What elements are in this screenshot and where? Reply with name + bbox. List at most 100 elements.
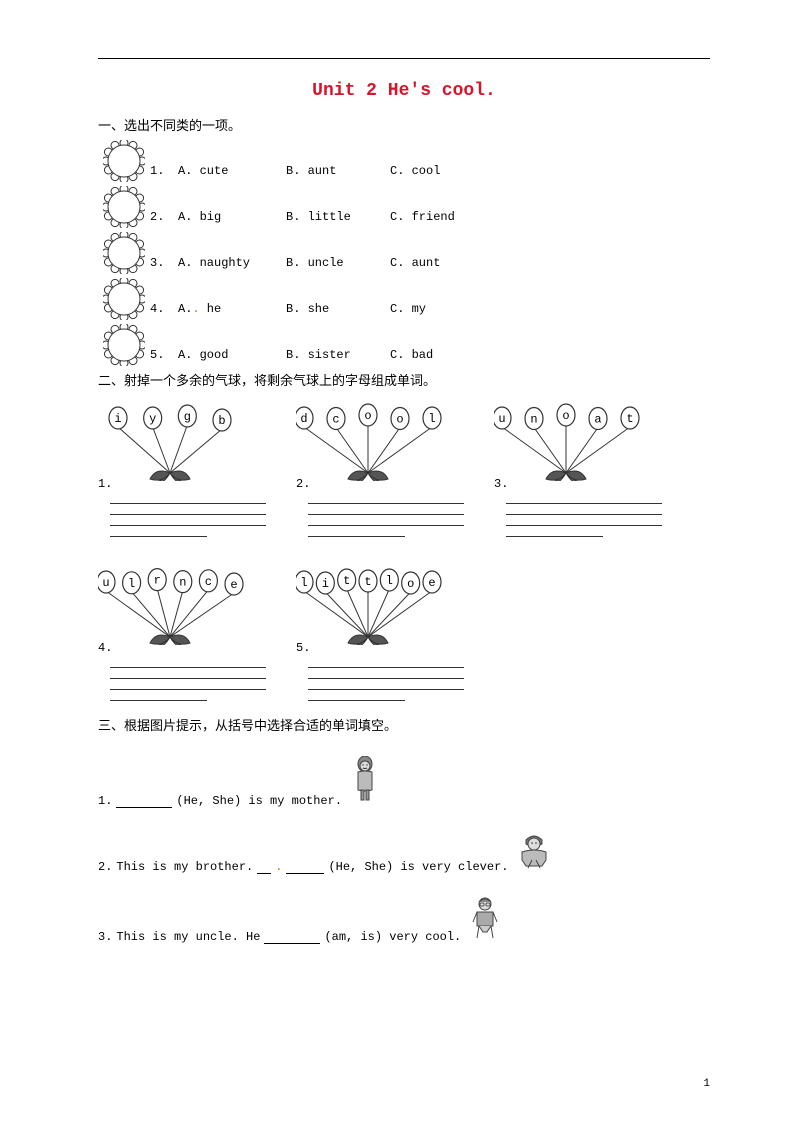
option-b: B. uncle (286, 256, 390, 270)
write-lines[interactable] (296, 493, 464, 537)
q-num: 2. (150, 210, 178, 224)
q-text: (He, She) is my mother. (176, 794, 342, 808)
svg-text:t: t (364, 575, 371, 589)
scallop-icon (103, 278, 145, 320)
svg-text:u: u (498, 412, 505, 426)
option-c: C. cool (390, 164, 490, 178)
option-a: A. good (178, 348, 286, 362)
options: 5. A. good B. sister C. bad (150, 348, 490, 366)
page-number: 1 (703, 1078, 710, 1090)
write-lines[interactable] (296, 657, 464, 701)
q-num: 3. (150, 256, 178, 270)
balloon-block: l i t t l o e 5. (296, 559, 464, 701)
mother-icon (350, 756, 380, 808)
svg-text:l: l (300, 576, 307, 590)
part1-row: 5. A. good B. sister C. bad (98, 324, 710, 366)
part1-list: 1. A. cute B. aunt C. cool 2. A. big B. … (98, 140, 710, 366)
balloon-fan-icon: u l r n c e (98, 561, 258, 645)
options: 4. A.. he B. she C. my (150, 302, 490, 320)
svg-text:t: t (626, 412, 633, 426)
person-svg (350, 756, 380, 804)
svg-text:b: b (218, 414, 225, 428)
svg-text:d: d (300, 412, 307, 426)
svg-text:t: t (343, 574, 350, 588)
part3-q1: 1. (He, She) is my mother. (98, 756, 710, 808)
options: 3. A. naughty B. uncle C. aunt (150, 256, 490, 274)
svg-text:l: l (428, 412, 435, 426)
option-c: C. bad (390, 348, 490, 362)
blank-short[interactable] (286, 861, 324, 874)
svg-text:a: a (594, 413, 601, 427)
worksheet-page: Unit 2 He's cool. 一、选出不同类的一项。 1. A. cute… (0, 0, 800, 1132)
q-num: 2. (98, 860, 112, 874)
svg-text:i: i (322, 577, 329, 591)
option-b: B. little (286, 210, 390, 224)
option-b: B. sister (286, 348, 390, 362)
q-num: 1. (98, 794, 112, 808)
q-text: (He, She) is very clever. (328, 860, 508, 874)
scallop-icon (103, 186, 145, 228)
scallop-wrap (98, 232, 150, 274)
svg-text:o: o (364, 409, 371, 423)
part2-list: i y g b 1. d c o o l (98, 395, 710, 701)
balloon-fan-icon: u n o a t (494, 397, 654, 481)
svg-text:n: n (530, 413, 537, 427)
balloon-svg-wrap: i y g b (98, 395, 266, 481)
svg-text:o: o (562, 409, 569, 423)
svg-text:r: r (154, 574, 161, 588)
svg-text:c: c (332, 413, 339, 427)
svg-text:n: n (179, 576, 186, 590)
write-lines[interactable] (98, 657, 266, 701)
options: 1. A. cute B. aunt C. cool (150, 164, 490, 182)
balloon-svg-wrap: u n o a t (494, 395, 662, 481)
part2-row: i y g b 1. d c o o l (98, 395, 710, 537)
orange-dot: . (275, 860, 282, 874)
svg-text:l: l (128, 577, 135, 591)
balloon-fan-icon: d c o o l (296, 397, 456, 481)
brother-icon (516, 830, 552, 874)
q-num: 1. (150, 164, 178, 178)
blank-short[interactable] (257, 861, 271, 874)
option-c: C. my (390, 302, 490, 316)
person-svg (516, 830, 552, 870)
write-lines[interactable] (494, 493, 662, 537)
uncle-icon (469, 896, 501, 944)
svg-text:i: i (114, 412, 121, 426)
part3-q3: 3. This is my uncle. He (am, is) very co… (98, 896, 710, 944)
svg-text:o: o (407, 577, 414, 591)
blank[interactable] (116, 795, 172, 808)
page-title: Unit 2 He's cool. (98, 81, 710, 101)
balloon-block: d c o o l 2. (296, 395, 464, 537)
balloon-block: u l r n c e 4. (98, 559, 266, 701)
write-lines[interactable] (98, 493, 266, 537)
part1-row: 4. A.. he B. she C. my (98, 278, 710, 320)
scallop-wrap (98, 140, 150, 182)
q-num: 3. (98, 930, 112, 944)
person-svg (469, 896, 501, 940)
svg-text:o: o (396, 413, 403, 427)
option-a: A. naughty (178, 256, 286, 270)
balloon-svg-wrap: d c o o l (296, 395, 464, 481)
top-rule (98, 58, 710, 59)
part3-q2: 2. This is my brother. . (He, She) is ve… (98, 830, 710, 874)
scallop-icon (103, 324, 145, 366)
part2-heading: 二、射掉一个多余的气球，将剩余气球上的字母组成单词。 (98, 370, 710, 389)
balloon-block: i y g b 1. (98, 395, 266, 537)
balloon-svg-wrap: u l r n c e (98, 559, 266, 645)
option-c: C. aunt (390, 256, 490, 270)
svg-text:e: e (230, 578, 237, 592)
blank[interactable] (264, 931, 320, 944)
scallop-wrap (98, 186, 150, 228)
q-num: 4. (150, 302, 178, 316)
scallop-icon (103, 232, 145, 274)
part2-row: u l r n c e 4. l i t (98, 559, 710, 701)
balloon-fan-icon: i y g b (98, 397, 258, 481)
svg-text:y: y (149, 412, 156, 426)
svg-text:e: e (428, 576, 435, 590)
part1-row: 1. A. cute B. aunt C. cool (98, 140, 710, 182)
q-text: (am, is) very cool. (324, 930, 461, 944)
balloon-block: u n o a t 3. (494, 395, 662, 537)
svg-text:g: g (184, 410, 191, 424)
scallop-icon (103, 140, 145, 182)
option-a: A.. he (178, 302, 286, 316)
